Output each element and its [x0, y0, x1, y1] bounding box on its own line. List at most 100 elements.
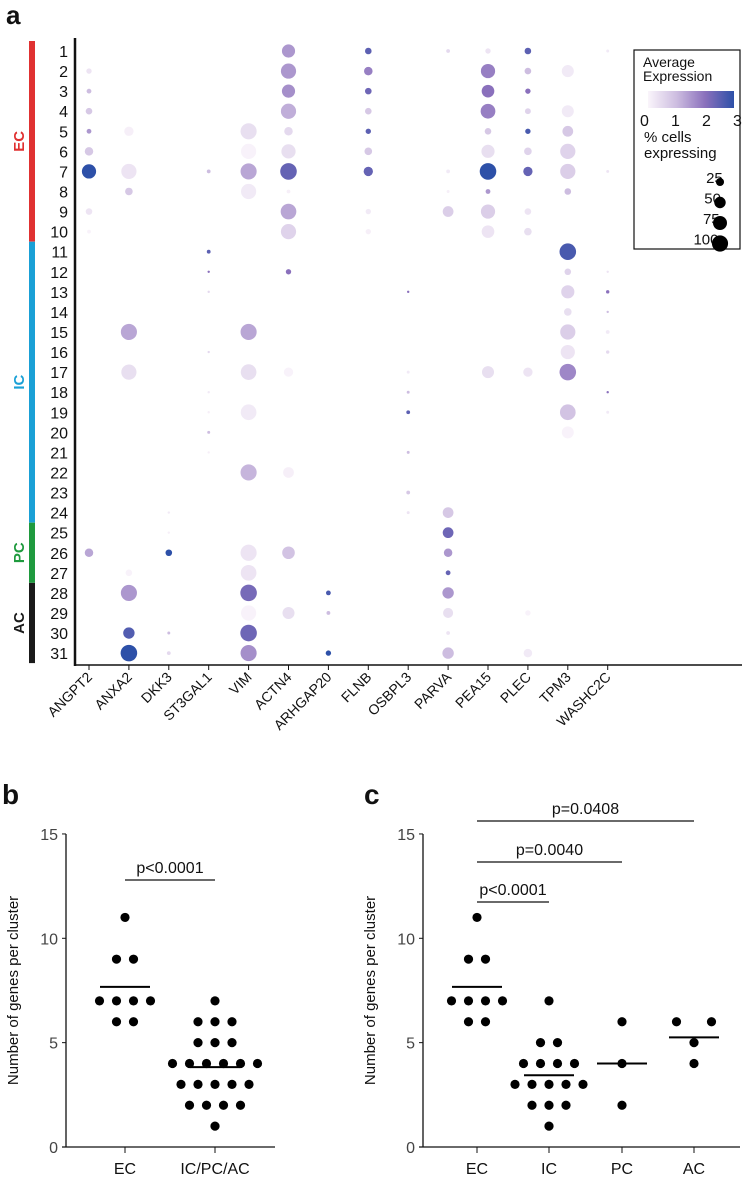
data-point-ec: [111, 996, 122, 1006]
panel-b-plot: 0 5 10 15 Number of genes per cluster EC IC/PC…: [5, 827, 275, 1178]
dot-actn4-cluster-22: [283, 467, 294, 478]
dot-tpm3-cluster-15: [560, 324, 576, 340]
dot-plec-cluster-29: [525, 610, 531, 616]
dot-pea15-cluster-10: [481, 225, 495, 238]
p-value-label: p<0.0001: [479, 882, 546, 899]
dot-parva-cluster-27: [445, 570, 451, 576]
dot-st3gal1-cluster-21: [207, 451, 210, 454]
cluster-label: 11: [51, 245, 68, 262]
x-tick-label: AC: [683, 1161, 705, 1178]
dot-st3gal1-cluster-13: [207, 290, 210, 294]
data-point-pc: [617, 1017, 627, 1027]
cluster-label: 29: [50, 606, 68, 623]
cluster-label: 13: [50, 285, 68, 302]
size-legend-dot: [711, 235, 729, 252]
dot-actn4-cluster-6: [281, 144, 296, 159]
expr-colorbar: [648, 91, 734, 108]
gene-label: OSBPL3: [364, 669, 414, 719]
data-point-ic: [569, 1058, 580, 1069]
data-point-ic-pc-ac: [235, 1058, 246, 1069]
dot-vim-cluster-29: [240, 605, 257, 621]
dot-tpm3-cluster-16: [560, 344, 575, 360]
cluster-label: 15: [50, 325, 68, 342]
dot-osbpl3-cluster-24: [406, 511, 410, 515]
dot-parva-cluster-9: [442, 206, 454, 217]
data-point-ac: [706, 1017, 717, 1027]
dot-arhgap20-cluster-31: [325, 650, 332, 656]
dot-tpm3-cluster-17: [559, 363, 577, 381]
dot-actn4-cluster-4: [280, 103, 297, 119]
gene-label: PEA15: [452, 669, 494, 711]
cluster-label: 2: [59, 64, 68, 81]
y-axis-title: Number of genes per cluster: [5, 896, 22, 1085]
dot-tpm3-cluster-4: [561, 105, 574, 118]
dot-pea15-cluster-17: [481, 366, 495, 379]
dot-actn4-cluster-29: [282, 606, 295, 619]
legend-expr-title-2: Expression: [643, 68, 712, 84]
dot-pea15-cluster-5: [484, 127, 492, 135]
dot-parva-cluster-30: [446, 631, 451, 635]
dot-osbpl3-cluster-17: [406, 370, 410, 374]
y-tick-label: 0: [406, 1140, 415, 1157]
dot-actn4-cluster-1: [281, 44, 296, 58]
data-point-ic-pc-ac: [244, 1079, 254, 1089]
dot-vim-cluster-7: [240, 163, 257, 180]
data-point-ec: [128, 1017, 139, 1027]
dot-pea15-cluster-1: [485, 48, 491, 54]
gene-label: VIM: [226, 669, 255, 698]
dot-flnb-cluster-2: [364, 66, 373, 76]
dot-pea15-cluster-2: [480, 63, 496, 79]
gene-label: DKK3: [138, 669, 175, 706]
dot-angpt2-cluster-10: [87, 229, 91, 234]
dot-pea15-cluster-7: [479, 163, 497, 180]
dot-pea15-cluster-9: [480, 204, 496, 219]
data-point-ec: [480, 1017, 491, 1027]
group-label-ic: IC: [11, 374, 28, 389]
data-point-ic: [544, 1121, 554, 1131]
data-point-ic-pc-ac: [218, 1058, 229, 1069]
y-axis-title: Number of genes per cluster: [362, 896, 379, 1085]
data-point-ec: [145, 996, 156, 1006]
dot-anxa2-cluster-31: [120, 644, 138, 662]
cluster-label: 18: [50, 385, 68, 402]
dot-tpm3-cluster-20: [561, 426, 574, 439]
dot-parva-cluster-28: [442, 587, 454, 599]
dot-vim-cluster-19: [240, 404, 257, 421]
cluster-label: 31: [50, 646, 68, 663]
data-point-ic: [527, 1100, 537, 1110]
cluster-label: 24: [50, 506, 68, 523]
dot-vim-cluster-30: [240, 624, 257, 642]
dot-actn4-cluster-12: [285, 269, 292, 275]
data-point-ec: [463, 996, 474, 1006]
p-value-label: p=0.0040: [516, 842, 583, 859]
y-tick-label: 5: [406, 1036, 415, 1053]
cluster-label: 7: [59, 164, 68, 181]
dot-st3gal1-cluster-7: [206, 169, 211, 174]
dot-flnb-cluster-1: [365, 47, 372, 55]
cluster-label: 14: [50, 305, 68, 322]
data-point-ec: [480, 996, 491, 1006]
dot-actn4-cluster-7: [280, 163, 297, 180]
x-tick-label: IC/PC/AC: [180, 1161, 249, 1178]
data-point-ic-pc-ac: [210, 1017, 220, 1027]
cluster-label: 17: [50, 365, 68, 382]
dot-plec-cluster-2: [524, 67, 532, 75]
dot-st3gal1-cluster-11: [206, 249, 211, 254]
dot-anxa2-cluster-8: [125, 187, 133, 196]
dot-washc2c-cluster-12: [606, 270, 609, 273]
dot-angpt2-cluster-7: [81, 164, 97, 179]
dot-vim-cluster-22: [240, 464, 257, 481]
group-label-pc: PC: [11, 542, 28, 563]
data-point-ec: [463, 954, 474, 964]
dot-angpt2-cluster-6: [84, 147, 94, 156]
dot-st3gal1-cluster-12: [207, 270, 210, 273]
dot-flnb-cluster-9: [365, 208, 371, 215]
p-value-label: p=0.0408: [552, 801, 619, 818]
cluster-label: 26: [50, 546, 68, 563]
data-point-ic: [535, 1058, 546, 1069]
dot-anxa2-cluster-5: [124, 126, 134, 136]
data-point-ec: [497, 996, 508, 1006]
dot-washc2c-cluster-16: [606, 350, 610, 354]
cluster-label: 23: [50, 486, 68, 503]
dot-st3gal1-cluster-19: [207, 411, 210, 414]
